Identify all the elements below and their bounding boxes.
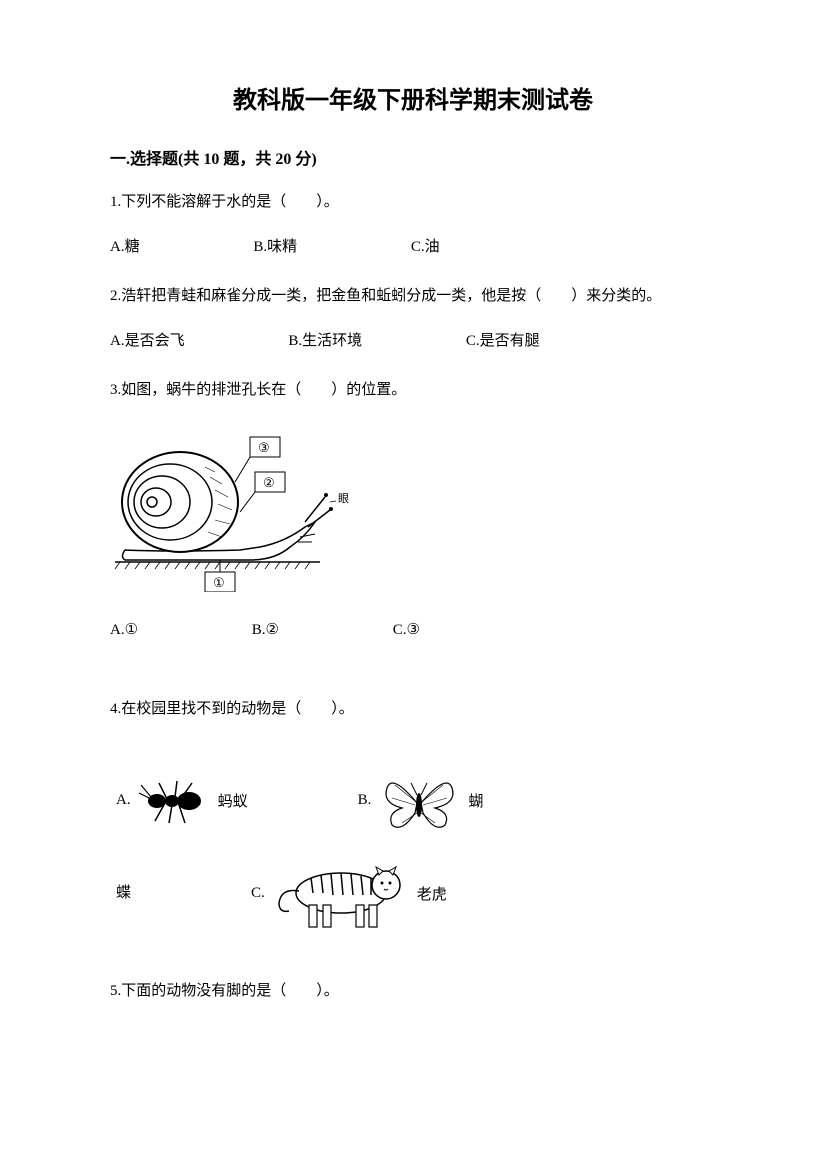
q4-name-ant: 蚂蚁 [218, 790, 248, 811]
snail-eye-label: 眼 [338, 492, 349, 505]
q3-options: A.① B.② C.③ [110, 617, 716, 644]
q4-name-tiger: 老虎 [417, 883, 447, 904]
q2-option-a: A.是否会飞 [110, 328, 185, 355]
q2-option-c: C.是否有腿 [466, 333, 540, 349]
question-2: 2.浩轩把青蛙和麻雀分成一类，把金鱼和蚯蚓分成一类，他是按（ ）来分类的。 [110, 283, 716, 310]
q4-options-row1: A. 蚂蚁 B. [110, 763, 716, 838]
snail-label-3: ③ [258, 440, 270, 455]
question-4: 4.在校园里找不到的动物是（ ）。 [110, 696, 716, 723]
q4-option-c: C. [245, 853, 453, 933]
q4-options-row2: 蝶 C. [110, 853, 716, 933]
q4-label-c: C. [251, 885, 265, 902]
q1-option-c: C.油 [411, 239, 440, 255]
q4-name-butterfly-p2: 蝶 [116, 885, 131, 901]
ant-icon [137, 771, 212, 831]
q4-label-a: A. [116, 792, 131, 809]
q1-options: A.糖 B.味精 C.油 [110, 234, 716, 261]
q4-option-b: B. 蝴 [352, 763, 490, 838]
section-header: 一.选择题(共 10 题，共 20 分) [110, 145, 716, 169]
question-5: 5.下面的动物没有脚的是（ ）。 [110, 978, 716, 1005]
q3-option-b: B.② [252, 617, 279, 644]
snail-label-1: ① [213, 575, 225, 590]
butterfly-icon [377, 763, 462, 838]
q2-options: A.是否会飞 B.生活环境 C.是否有腿 [110, 328, 716, 355]
q1-option-b: B.味精 [253, 234, 297, 261]
question-3: 3.如图，蜗牛的排泄孔长在（ ）的位置。 [110, 377, 716, 404]
q2-option-b: B.生活环境 [288, 328, 362, 355]
q4-option-a: A. 蚂蚁 [110, 771, 254, 831]
q4-label-b: B. [358, 792, 372, 809]
q3-option-a: A.① [110, 617, 138, 644]
tiger-icon [271, 853, 411, 933]
snail-label-2: ② [263, 475, 275, 490]
q1-option-a: A.糖 [110, 234, 140, 261]
page-title: 教科版一年级下册科学期末测试卷 [110, 80, 716, 115]
q3-option-c: C.③ [393, 622, 420, 638]
question-1: 1.下列不能溶解于水的是（ ）。 [110, 189, 716, 216]
snail-diagram: ③ ② ① 眼 [110, 422, 716, 597]
q4-name-butterfly-p1: 蝴 [468, 790, 483, 811]
